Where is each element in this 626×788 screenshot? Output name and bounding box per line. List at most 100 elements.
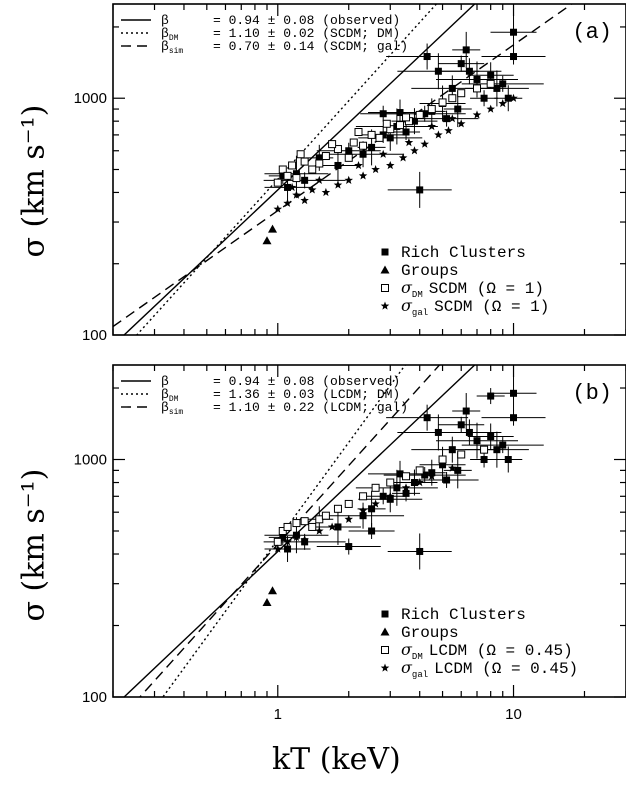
data-point xyxy=(300,157,309,166)
data-point xyxy=(472,110,482,119)
data-point xyxy=(371,165,380,174)
legend-text: Groups xyxy=(401,624,459,642)
data-point xyxy=(487,432,495,440)
legend-text: Rich Clusters xyxy=(401,244,526,262)
data-point xyxy=(404,138,414,147)
data-point xyxy=(278,527,287,535)
legend-marker xyxy=(381,284,389,292)
data-point xyxy=(359,512,367,520)
legend-marker xyxy=(380,663,390,672)
data-point xyxy=(283,537,292,546)
data-point xyxy=(334,523,342,531)
legend-text: SCDM (Ω = 1) xyxy=(434,298,549,316)
fit-legend-label: βsim = 0.70 ± 0.14 (SCDM; gal) xyxy=(161,39,408,56)
legend-label: σDM LCDM (Ω = 0.45) xyxy=(401,640,573,662)
data-point xyxy=(292,519,301,528)
data-point xyxy=(273,178,282,187)
data-point xyxy=(434,428,442,436)
data-point xyxy=(473,84,482,93)
data-point xyxy=(379,492,387,500)
y-axis-label-a-text: σ (km s⁻¹) xyxy=(16,104,52,258)
legend-subscript: DM xyxy=(412,290,423,300)
data-point xyxy=(493,84,501,92)
fit-legend-label: β = 0.94 ± 0.08 (observed) xyxy=(161,13,400,28)
legend-marker xyxy=(380,627,390,636)
data-point xyxy=(427,121,436,131)
legend-text: SCDM (Ω = 1) xyxy=(429,280,544,298)
x-axis-label-text: kT (keV) xyxy=(272,742,401,777)
data-point xyxy=(292,190,301,199)
data-point xyxy=(321,152,330,161)
data-point xyxy=(402,472,411,481)
data-point xyxy=(315,175,324,184)
x-tick-label: 1 xyxy=(274,706,282,723)
data-point xyxy=(327,522,337,531)
data-point xyxy=(315,154,323,162)
data-point xyxy=(300,535,309,544)
data-point xyxy=(287,182,297,192)
fit-legend-text: = 1.10 ± 0.22 (LCDM; gal) xyxy=(213,400,408,415)
data-point xyxy=(386,478,395,487)
data-point xyxy=(300,196,309,205)
legend-label: σDM SCDM (Ω = 1) xyxy=(401,278,544,300)
data-point xyxy=(487,71,495,79)
data-point xyxy=(375,133,384,142)
data-point xyxy=(393,484,401,492)
data-point xyxy=(284,183,292,191)
data-point xyxy=(371,499,380,508)
data-point xyxy=(262,597,272,606)
legend-marker xyxy=(381,646,389,654)
legend-symbol: σ xyxy=(401,658,413,677)
data-point xyxy=(292,170,300,178)
fit-legend-label: βDM = 1.10 ± 0.02 (SCDM; DM) xyxy=(161,26,400,43)
legend-marker xyxy=(380,301,390,310)
fit-legend-text: = 1.10 ± 0.02 (SCDM; DM) xyxy=(213,26,400,41)
fit-legend-label: β = 0.94 ± 0.08 (observed) xyxy=(161,374,400,389)
legend-text: LCDM (Ω = 0.45) xyxy=(429,642,573,660)
data-point xyxy=(262,236,272,245)
legend-subscript: gal xyxy=(412,308,428,318)
data-point xyxy=(283,171,292,180)
fit-legend-symbol: β xyxy=(161,374,169,389)
data-point xyxy=(457,450,466,459)
data-point xyxy=(504,456,512,464)
legend-text: LCDM (Ω = 0.45) xyxy=(434,660,578,678)
data-point xyxy=(278,165,287,174)
data-point xyxy=(379,110,387,118)
data-point xyxy=(510,28,518,36)
data-point xyxy=(368,505,376,513)
data-point xyxy=(454,466,462,474)
series-filled-triangle xyxy=(262,224,278,245)
data-point xyxy=(486,104,495,113)
fit-legend-subscript: DM xyxy=(169,34,179,43)
fit-legend-text: = 0.94 ± 0.08 (observed) xyxy=(213,374,400,389)
y-tick-label: 100 xyxy=(82,689,107,706)
data-point xyxy=(473,437,481,445)
data-point xyxy=(420,139,429,148)
data-point xyxy=(386,491,395,500)
data-point xyxy=(273,204,283,213)
legend-label: σgal SCDM (Ω = 1) xyxy=(401,296,549,318)
fit-legend-subscript: DM xyxy=(169,395,179,404)
data-point xyxy=(315,159,324,168)
data-point xyxy=(279,172,287,180)
data-point xyxy=(315,515,324,524)
data-point xyxy=(456,119,466,128)
legend-subscript: DM xyxy=(412,652,423,662)
data-point xyxy=(386,495,394,503)
data-point xyxy=(396,470,404,478)
fit-legend-subscript: sim xyxy=(169,47,184,56)
series-star xyxy=(273,93,518,213)
data-point xyxy=(499,441,507,449)
data-point xyxy=(410,117,418,125)
data-point xyxy=(398,153,408,162)
fit-line-dotted xyxy=(162,365,407,697)
y-axis-label-b-text: σ (km s⁻¹) xyxy=(16,468,52,622)
data-point xyxy=(510,53,518,61)
data-point xyxy=(493,446,501,454)
data-point xyxy=(292,532,301,541)
data-point xyxy=(487,392,495,400)
legend-symbol: σ xyxy=(401,278,413,297)
data-point xyxy=(345,543,353,551)
